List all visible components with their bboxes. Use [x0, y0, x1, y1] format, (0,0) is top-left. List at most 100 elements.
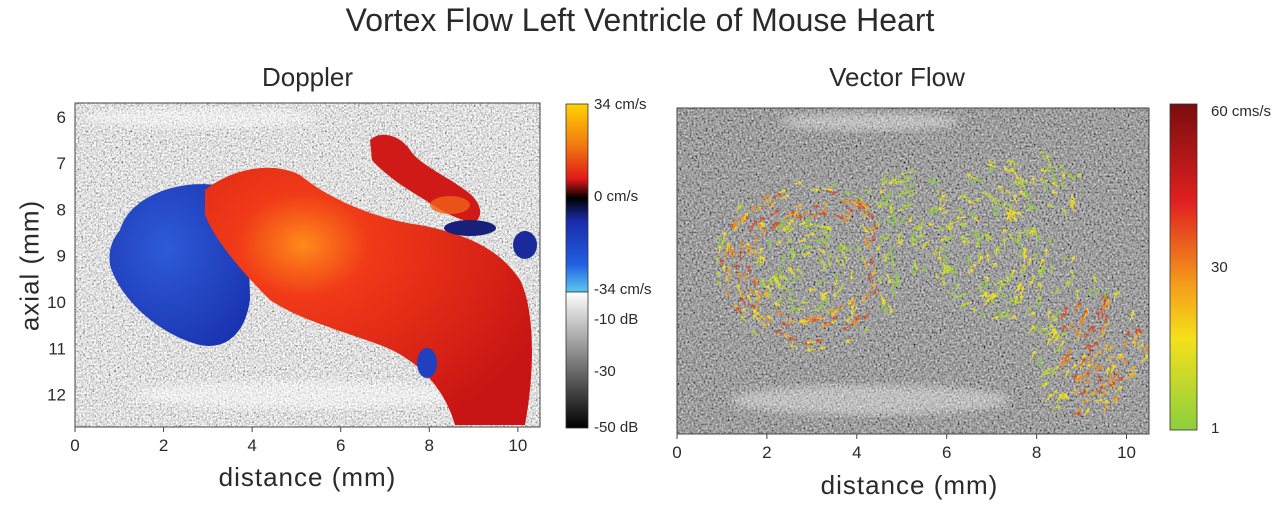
vector-arrow — [1007, 158, 1013, 166]
vector-arrow-head — [789, 343, 794, 349]
vector-arrow — [1038, 235, 1040, 243]
vector-arrow — [1017, 250, 1023, 258]
vector-arrow — [1003, 238, 1006, 248]
vector-arrow — [834, 279, 839, 286]
vector-arrow — [1049, 328, 1056, 335]
vector-arrow-head — [860, 256, 865, 261]
vector-arrow-head — [900, 171, 905, 176]
vector-arrow-head — [942, 257, 947, 262]
vector-arrow-head — [1059, 165, 1063, 169]
vector-arrow-head — [1091, 325, 1096, 329]
vector-arrow-head — [948, 221, 953, 226]
vector-arrow — [1142, 346, 1149, 354]
vector-arrow — [742, 308, 747, 314]
vector-arrow — [1073, 304, 1079, 314]
vector-arrow — [1014, 284, 1021, 293]
vector-arrow-head — [777, 267, 782, 272]
vector-arrow — [850, 303, 856, 309]
vector-arrow — [778, 267, 782, 275]
vector-arrow-head — [902, 203, 907, 208]
vector-arrow — [862, 296, 867, 303]
vector-arrow — [1045, 393, 1052, 403]
vector-arrow — [909, 170, 918, 172]
vector-arrow — [1004, 167, 1009, 172]
vector-arrow-head — [864, 228, 868, 233]
vector-arrow — [1047, 310, 1051, 318]
vector-arrow-head — [789, 307, 793, 312]
vector-arrow-head — [749, 225, 754, 229]
vector-arrow-head — [1049, 265, 1054, 269]
vector-arrow — [941, 193, 947, 198]
vector-arrow-head — [1041, 264, 1045, 269]
vector-arrow-head — [1073, 363, 1077, 368]
vector-arrow — [759, 247, 762, 255]
vector-arrow-head — [762, 324, 767, 329]
vector-arrow — [962, 195, 970, 199]
vector-arrow-head — [935, 275, 940, 279]
vector-arrow — [836, 244, 841, 250]
vector-arrow-head — [750, 304, 755, 308]
vector-arrow — [749, 287, 755, 296]
vector-arrow-head — [1104, 303, 1109, 307]
vector-arrow — [1080, 317, 1085, 327]
vector-arrow — [1079, 374, 1088, 378]
vector-arrow-head — [1067, 173, 1072, 178]
vector-arrow-head — [867, 189, 871, 194]
vector-arrow — [834, 213, 844, 219]
vector-arrow — [1053, 348, 1061, 353]
vector-arrow-head — [1052, 370, 1056, 375]
vector-arrow-head — [894, 180, 898, 184]
vector-arrow — [892, 174, 898, 182]
doppler-cb-min: -34 cm/s — [594, 281, 652, 298]
vector-arrow — [1086, 288, 1093, 297]
doppler-cb-max: 34 cm/s — [594, 96, 647, 113]
vector-arrow-head — [1118, 385, 1123, 390]
vector-arrow-head — [824, 208, 828, 213]
vector-arrow — [872, 279, 876, 288]
vector-arrow-head — [774, 302, 779, 306]
vector-arrow-head — [817, 281, 822, 286]
vector-arrow-head — [1031, 275, 1036, 279]
vector-arrow-head — [1094, 341, 1099, 346]
doppler-ylabel: axial (mm) — [14, 199, 45, 332]
vector-arrow — [1004, 308, 1010, 318]
vector-arrow-head — [1073, 388, 1078, 392]
vector-arrow-head — [859, 197, 864, 201]
vector-arrow-head — [993, 207, 997, 211]
vector-arrow — [1011, 269, 1015, 278]
vector-arrow-head — [870, 214, 875, 219]
vector-arrow — [968, 177, 977, 184]
vector-arrow-head — [758, 247, 763, 252]
vector-arrow — [840, 243, 846, 250]
vector-arrow-head — [966, 173, 971, 178]
vector-arrow — [852, 317, 860, 324]
vector-arrow-head — [1075, 289, 1080, 293]
vector-arrow-head — [876, 246, 880, 251]
vector-arrow-head — [937, 256, 942, 260]
vector-arrow-head — [1085, 398, 1089, 403]
vector-arrow — [938, 204, 945, 211]
vector-arrow-head — [892, 292, 897, 297]
vector-arrow-head — [752, 314, 757, 319]
vector-arrow-head — [746, 265, 752, 269]
vector-arrow-head — [1101, 382, 1106, 387]
vector-arrow — [848, 296, 855, 305]
vector-arrow — [1079, 354, 1086, 364]
vector-arrow-head — [973, 263, 977, 268]
vector-arrow-head — [1085, 408, 1090, 413]
vector-arrow — [970, 212, 978, 218]
vector-arrow — [881, 300, 884, 309]
vector-flow-xtick-2: 4 — [852, 443, 861, 462]
vector-arrow — [801, 212, 808, 215]
vector-arrow — [829, 309, 836, 314]
vector-arrow — [767, 240, 773, 249]
vector-arrow-head — [1075, 329, 1079, 334]
vector-arrow-head — [891, 222, 895, 227]
vector-arrow-head — [781, 254, 786, 258]
vector-arrow — [1088, 393, 1095, 396]
vector-arrow-head — [881, 298, 886, 303]
vector-arrow — [928, 223, 935, 226]
vector-arrow-head — [927, 210, 932, 215]
vector-arrow — [864, 188, 871, 194]
vector-arrow — [741, 297, 747, 306]
